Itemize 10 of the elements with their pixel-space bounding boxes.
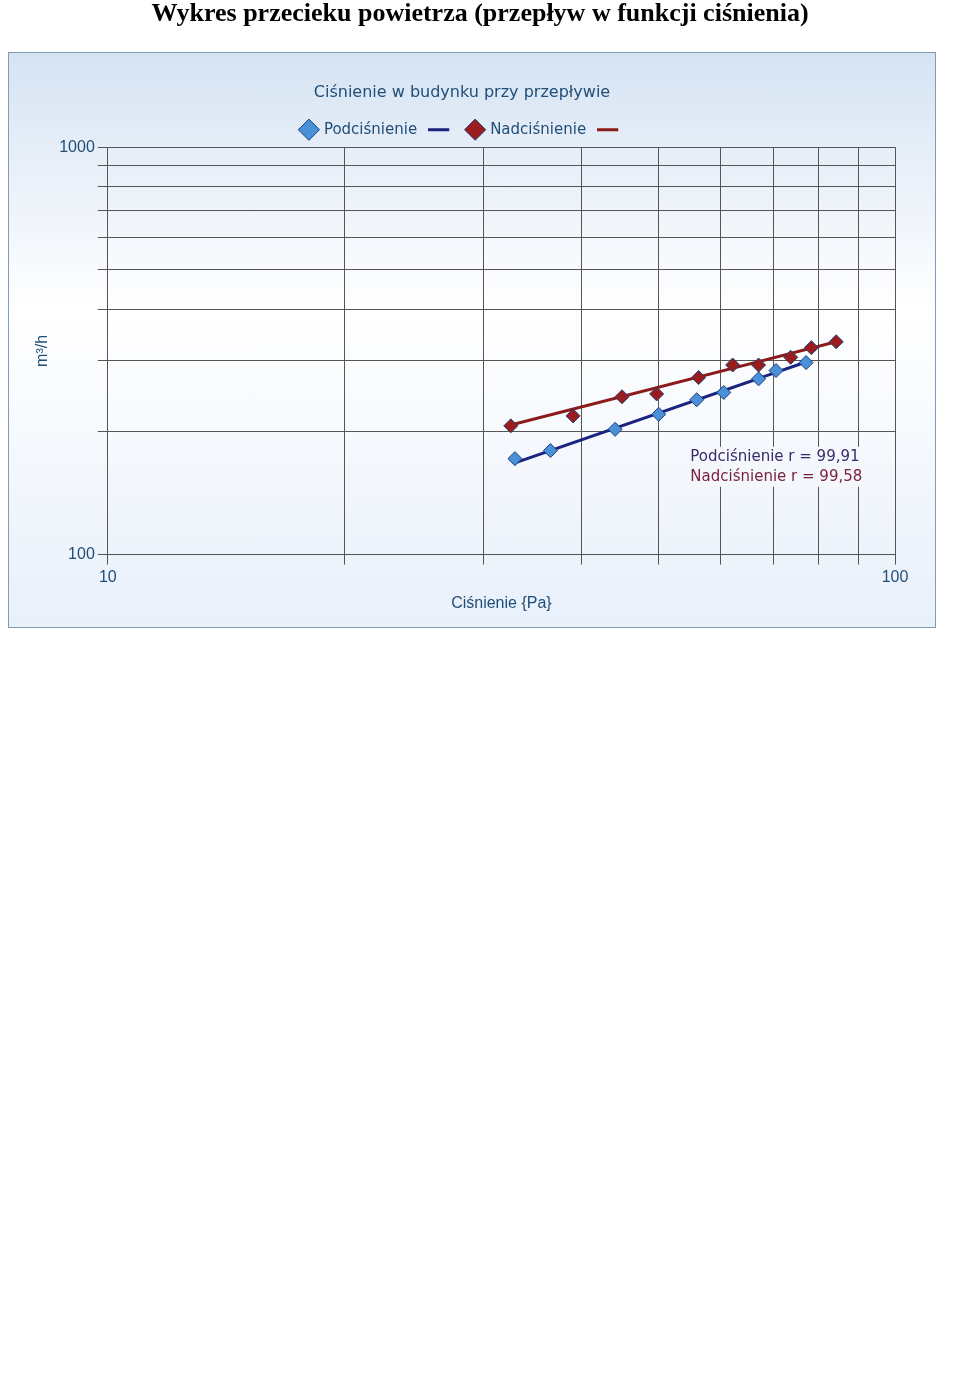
x-tick-label: 10 (98, 567, 117, 585)
chart-subtitle: Ciśnienie w budynku przy przepływie (313, 81, 611, 101)
chart-title: Wykres przecieku powietrza (przepływ w funkcji ciśnienia) (150, 0, 810, 29)
legend-label: Nadciśnienie (490, 119, 587, 138)
legend-label: Podciśnienie (323, 119, 418, 138)
annotation: Nadciśnienie r = 99,58 (690, 466, 863, 485)
y-axis-title: m³/h (33, 334, 51, 367)
x-axis-title: Ciśnienie {Pa} (451, 593, 553, 611)
annotation: Podciśnienie r = 99,91 (690, 446, 860, 465)
y-tick-label: 1000 (59, 137, 95, 155)
